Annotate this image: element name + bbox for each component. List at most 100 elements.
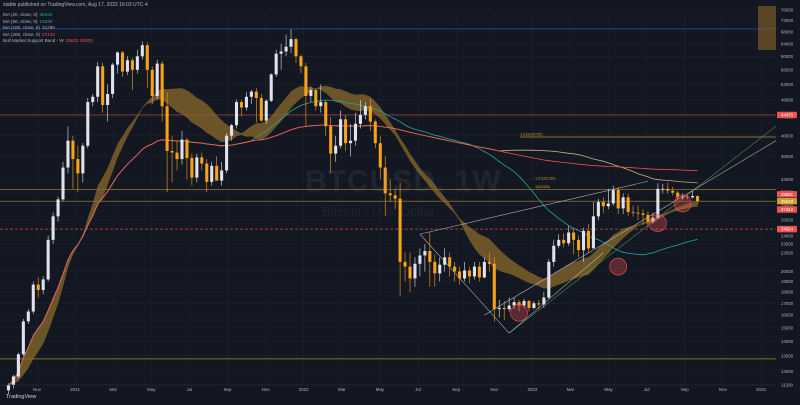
candle xyxy=(294,39,298,57)
fib-label: 1.618(39735) xyxy=(520,133,543,137)
candle xyxy=(403,261,407,267)
candle xyxy=(472,266,476,277)
candle xyxy=(467,270,472,277)
candle xyxy=(621,197,625,209)
candle xyxy=(572,232,576,240)
candle xyxy=(443,257,447,265)
candle xyxy=(492,263,496,310)
candle xyxy=(577,239,581,251)
candle xyxy=(21,321,25,355)
candle xyxy=(522,300,526,306)
candle xyxy=(413,263,417,279)
candle xyxy=(210,165,214,182)
candle xyxy=(616,190,620,209)
y-tick-label: 60000 xyxy=(781,54,794,59)
y-tick-label: 19000 xyxy=(781,279,794,284)
candle xyxy=(61,167,65,200)
y-tick-label: 76000 xyxy=(781,8,794,13)
candle xyxy=(552,245,556,262)
legend-item[interactable]: MA (200, close, 0) 27443 xyxy=(3,32,93,39)
range-box xyxy=(758,6,776,50)
indicator-legend: MA (20, close, 0) 28633 MA (50, close, 0) 2… xyxy=(3,12,93,45)
y-tick-label: 11200 xyxy=(781,383,793,388)
candle xyxy=(348,140,353,144)
candle xyxy=(130,60,134,70)
candle xyxy=(170,150,174,153)
candle xyxy=(329,126,333,154)
candle xyxy=(388,193,392,196)
candle xyxy=(239,102,244,108)
trend-line xyxy=(419,180,649,235)
x-tick-label: Mar xyxy=(109,387,117,392)
x-tick-label: May xyxy=(604,387,613,392)
candle xyxy=(661,188,665,190)
candle xyxy=(517,302,521,306)
price-tag xyxy=(777,191,797,198)
candle xyxy=(180,139,184,160)
x-tick-label: Mar xyxy=(567,387,575,392)
candle xyxy=(453,266,457,272)
candle xyxy=(81,145,85,174)
candle xyxy=(581,230,586,251)
candle xyxy=(462,270,467,279)
x-tick-label: 2021 xyxy=(70,387,80,392)
y-tick-label: 18000 xyxy=(781,290,794,295)
price-tag-label: 29661 xyxy=(781,192,794,197)
candle xyxy=(230,125,234,136)
legend-item[interactable]: MA (20, close, 0) 28633 xyxy=(3,12,93,19)
candle xyxy=(601,202,605,207)
legend-value: 27443 xyxy=(42,31,55,37)
y-tick-label: 20000 xyxy=(781,269,794,274)
candle xyxy=(220,170,224,181)
candle xyxy=(344,119,348,144)
x-tick-label: 2023 xyxy=(527,387,537,392)
candle xyxy=(46,239,50,280)
price-tag-label: 44470 xyxy=(781,113,794,118)
candle xyxy=(111,64,115,94)
x-tick-label: May xyxy=(376,387,385,392)
x-tick-label: Sep xyxy=(681,387,689,392)
y-tick-label: 22000 xyxy=(781,250,794,255)
candle xyxy=(249,91,253,97)
candle xyxy=(646,214,650,222)
ma-200-line xyxy=(8,124,698,386)
candle xyxy=(562,239,566,244)
x-tick-label: May xyxy=(147,387,156,392)
candle xyxy=(671,190,675,193)
y-tick-label: 52000 xyxy=(781,82,794,87)
y-tick-label: 26000 xyxy=(781,218,794,223)
legend-value: 21839 xyxy=(39,18,53,24)
price-axis[interactable]: 76000 72000 68000 64000 60000 56000 52000 48000… xyxy=(777,8,797,388)
candle xyxy=(86,102,90,146)
candle xyxy=(383,167,387,194)
candle xyxy=(135,56,139,70)
candle xyxy=(353,123,358,141)
legend-item[interactable]: MA (50, close, 0) 21839 xyxy=(3,19,93,26)
candle xyxy=(428,251,432,262)
candle xyxy=(339,119,343,146)
candle xyxy=(641,213,645,215)
candle xyxy=(477,266,481,278)
legend-value: 28633 xyxy=(39,12,53,17)
candle xyxy=(185,139,189,158)
price-tag-label: 24824 xyxy=(781,227,794,232)
candle xyxy=(438,264,442,274)
candle xyxy=(140,45,144,57)
time-axis[interactable]: Nov 2021 Mar May Jul Sep Nov 2022 Mar May Jul Sep No… xyxy=(0,384,776,392)
legend-item[interactable]: Bull Market Support Band - W 28633 28000 xyxy=(3,38,93,45)
legend-value: 28633 28000 xyxy=(65,38,93,44)
candle xyxy=(557,239,561,246)
candle xyxy=(16,354,20,377)
candle xyxy=(681,196,685,198)
candles xyxy=(6,28,700,394)
candle xyxy=(393,195,397,199)
legend-item[interactable]: MA (100, close, 0) 31290 xyxy=(3,25,93,32)
candle xyxy=(106,93,110,105)
x-tick-label: Jul xyxy=(415,387,421,392)
y-tick-label: 15000 xyxy=(781,325,794,330)
candle xyxy=(527,300,531,308)
candle xyxy=(160,63,164,107)
candle xyxy=(433,261,437,274)
candle xyxy=(279,51,283,54)
